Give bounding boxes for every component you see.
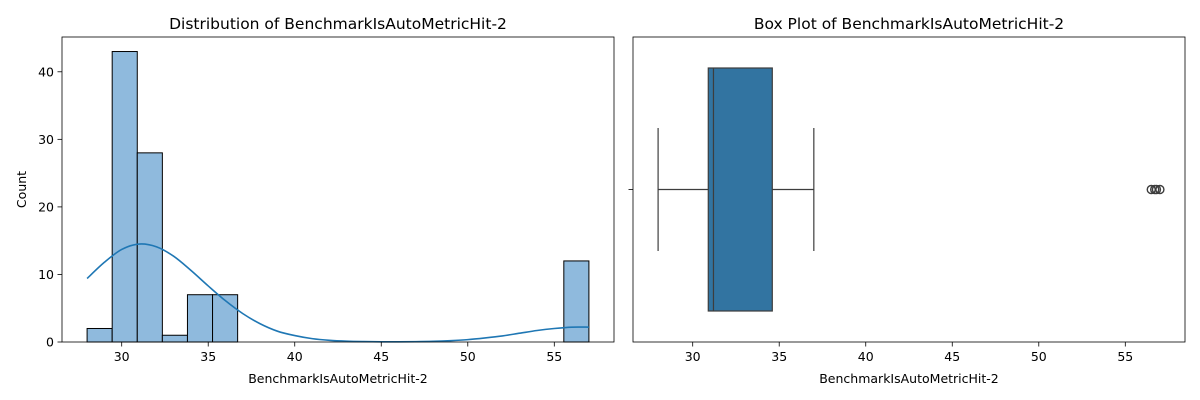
- histogram-x-tick-label: 50: [460, 349, 476, 364]
- histogram-y-axis-label: Count: [14, 171, 29, 208]
- histogram-x-ticks: 30 35 40 45 50 55: [114, 342, 562, 364]
- histogram-y-ticks: 0 10 20 30 40: [38, 64, 62, 350]
- boxplot-x-tick-label: 55: [1117, 349, 1133, 364]
- boxplot-marks: [657, 67, 1165, 312]
- histogram-panel: Distribution of BenchmarkIsAutoMetricHit…: [14, 15, 615, 386]
- histogram-bar-5: [212, 294, 239, 343]
- histogram-bar-0: [86, 327, 113, 343]
- histogram-bar-3: [161, 334, 188, 343]
- boxplot-x-ticks: 30 35 40 45 50 55: [685, 342, 1133, 364]
- outlier-point-2: [1151, 184, 1162, 195]
- boxplot-x-tick-label: 40: [858, 349, 874, 364]
- boxplot-x-axis-label: BenchmarkIsAutoMetricHit-2: [819, 371, 999, 386]
- histogram-x-tick-label: 40: [287, 349, 303, 364]
- histogram-x-tick-label: 35: [200, 349, 216, 364]
- histogram-y-tick-label: 40: [38, 64, 54, 79]
- histogram-y-tick-label: 10: [38, 267, 54, 282]
- histogram-bar-4: [186, 294, 214, 343]
- boxplot-x-tick-label: 30: [685, 349, 701, 364]
- histogram-bar-6: [563, 260, 590, 343]
- boxplot-x-tick-label: 50: [1031, 349, 1047, 364]
- boxplot-panel: Box Plot of BenchmarkIsAutoMetricHit-2 3…: [628, 15, 1186, 386]
- boxplot-x-tick-label: 35: [771, 349, 787, 364]
- histogram-plot-frame: [61, 36, 615, 343]
- histogram-y-tick-label: 30: [38, 132, 54, 147]
- histogram-title: Distribution of BenchmarkIsAutoMetricHit…: [169, 15, 507, 33]
- histogram-x-axis-label: BenchmarkIsAutoMetricHit-2: [248, 371, 428, 386]
- histogram-y-tick-label: 20: [38, 199, 54, 214]
- outlier-point-3: [1155, 184, 1165, 195]
- histogram-y-tick-label: 0: [46, 335, 54, 350]
- kde-curve: [86, 243, 589, 343]
- histogram-x-tick-label: 55: [546, 349, 562, 364]
- iqr-box: [707, 67, 773, 312]
- boxplot-title: Box Plot of BenchmarkIsAutoMetricHit-2: [754, 15, 1064, 33]
- boxplot-x-tick-label: 45: [944, 349, 960, 364]
- histogram-x-tick-label: 45: [373, 349, 389, 364]
- histogram-bar-1: [111, 51, 138, 343]
- histogram-bars: [86, 51, 590, 343]
- histogram-x-tick-label: 30: [114, 349, 130, 364]
